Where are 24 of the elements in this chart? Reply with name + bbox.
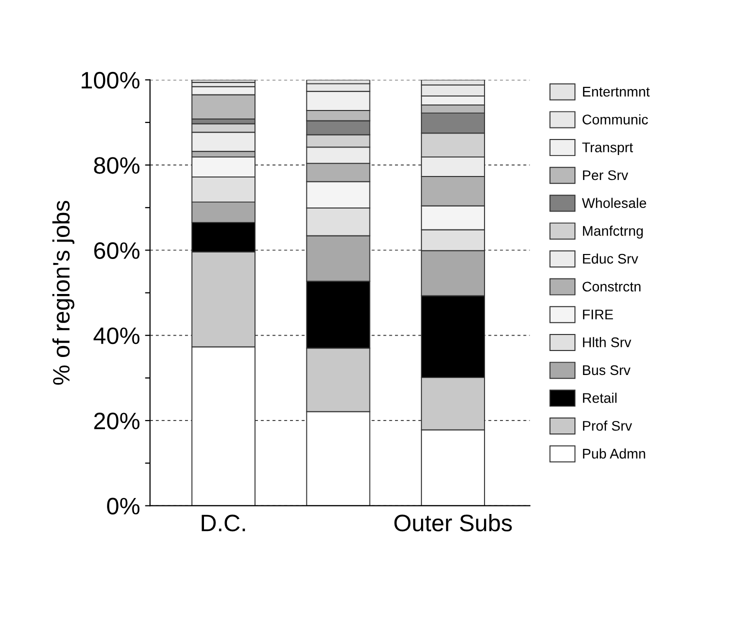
bar bbox=[191, 80, 256, 83]
x-tick-label: D.C. bbox=[202, 514, 245, 532]
y-tick-label: 20% bbox=[94, 412, 140, 430]
legend-label: Communic bbox=[582, 114, 648, 124]
y-tick-label: 0% bbox=[107, 498, 140, 515]
legend-label: Per Srv bbox=[583, 170, 628, 180]
legend-label: Constrctn bbox=[582, 282, 640, 292]
legend-label: Bus Srv bbox=[583, 365, 630, 376]
legend-label: Pub Admn bbox=[583, 448, 646, 459]
legend-label: Hlth Srv bbox=[583, 337, 632, 348]
y-tick-label: 60% bbox=[94, 242, 140, 259]
y-tick-label: 100% bbox=[82, 72, 140, 89]
x-tick-label: Outer Subs bbox=[394, 514, 512, 532]
y-axis-title: % of region's jobs bbox=[52, 200, 74, 385]
y-tick-label: 40% bbox=[94, 327, 140, 344]
legend-label: Educ Srv bbox=[583, 253, 638, 264]
legend-label: Retail bbox=[583, 392, 616, 403]
legend-label: Transprt bbox=[582, 142, 633, 156]
legend-label: Wholesale bbox=[582, 198, 646, 208]
legend-label: Prof Srv bbox=[583, 420, 632, 431]
y-tick-label: 80% bbox=[94, 157, 140, 174]
legend-label: Entertnmnt bbox=[583, 86, 650, 97]
legend-label: FIRE bbox=[583, 310, 613, 320]
legend-label: Manfctrng bbox=[583, 226, 643, 239]
